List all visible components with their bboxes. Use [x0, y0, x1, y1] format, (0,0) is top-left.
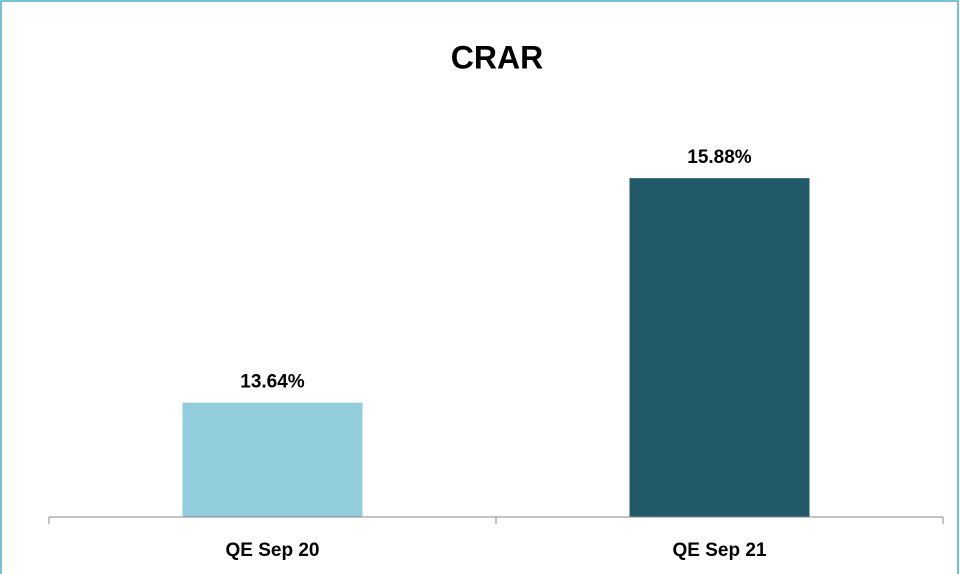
chart-title: CRAR [451, 39, 543, 75]
x-tick-label: QE Sep 21 [673, 540, 767, 561]
data-label: 13.64% [240, 372, 305, 393]
x-tick-label: QE Sep 20 [226, 540, 320, 561]
bar [629, 178, 810, 517]
data-label: 15.88% [687, 147, 752, 168]
bar [182, 402, 363, 517]
